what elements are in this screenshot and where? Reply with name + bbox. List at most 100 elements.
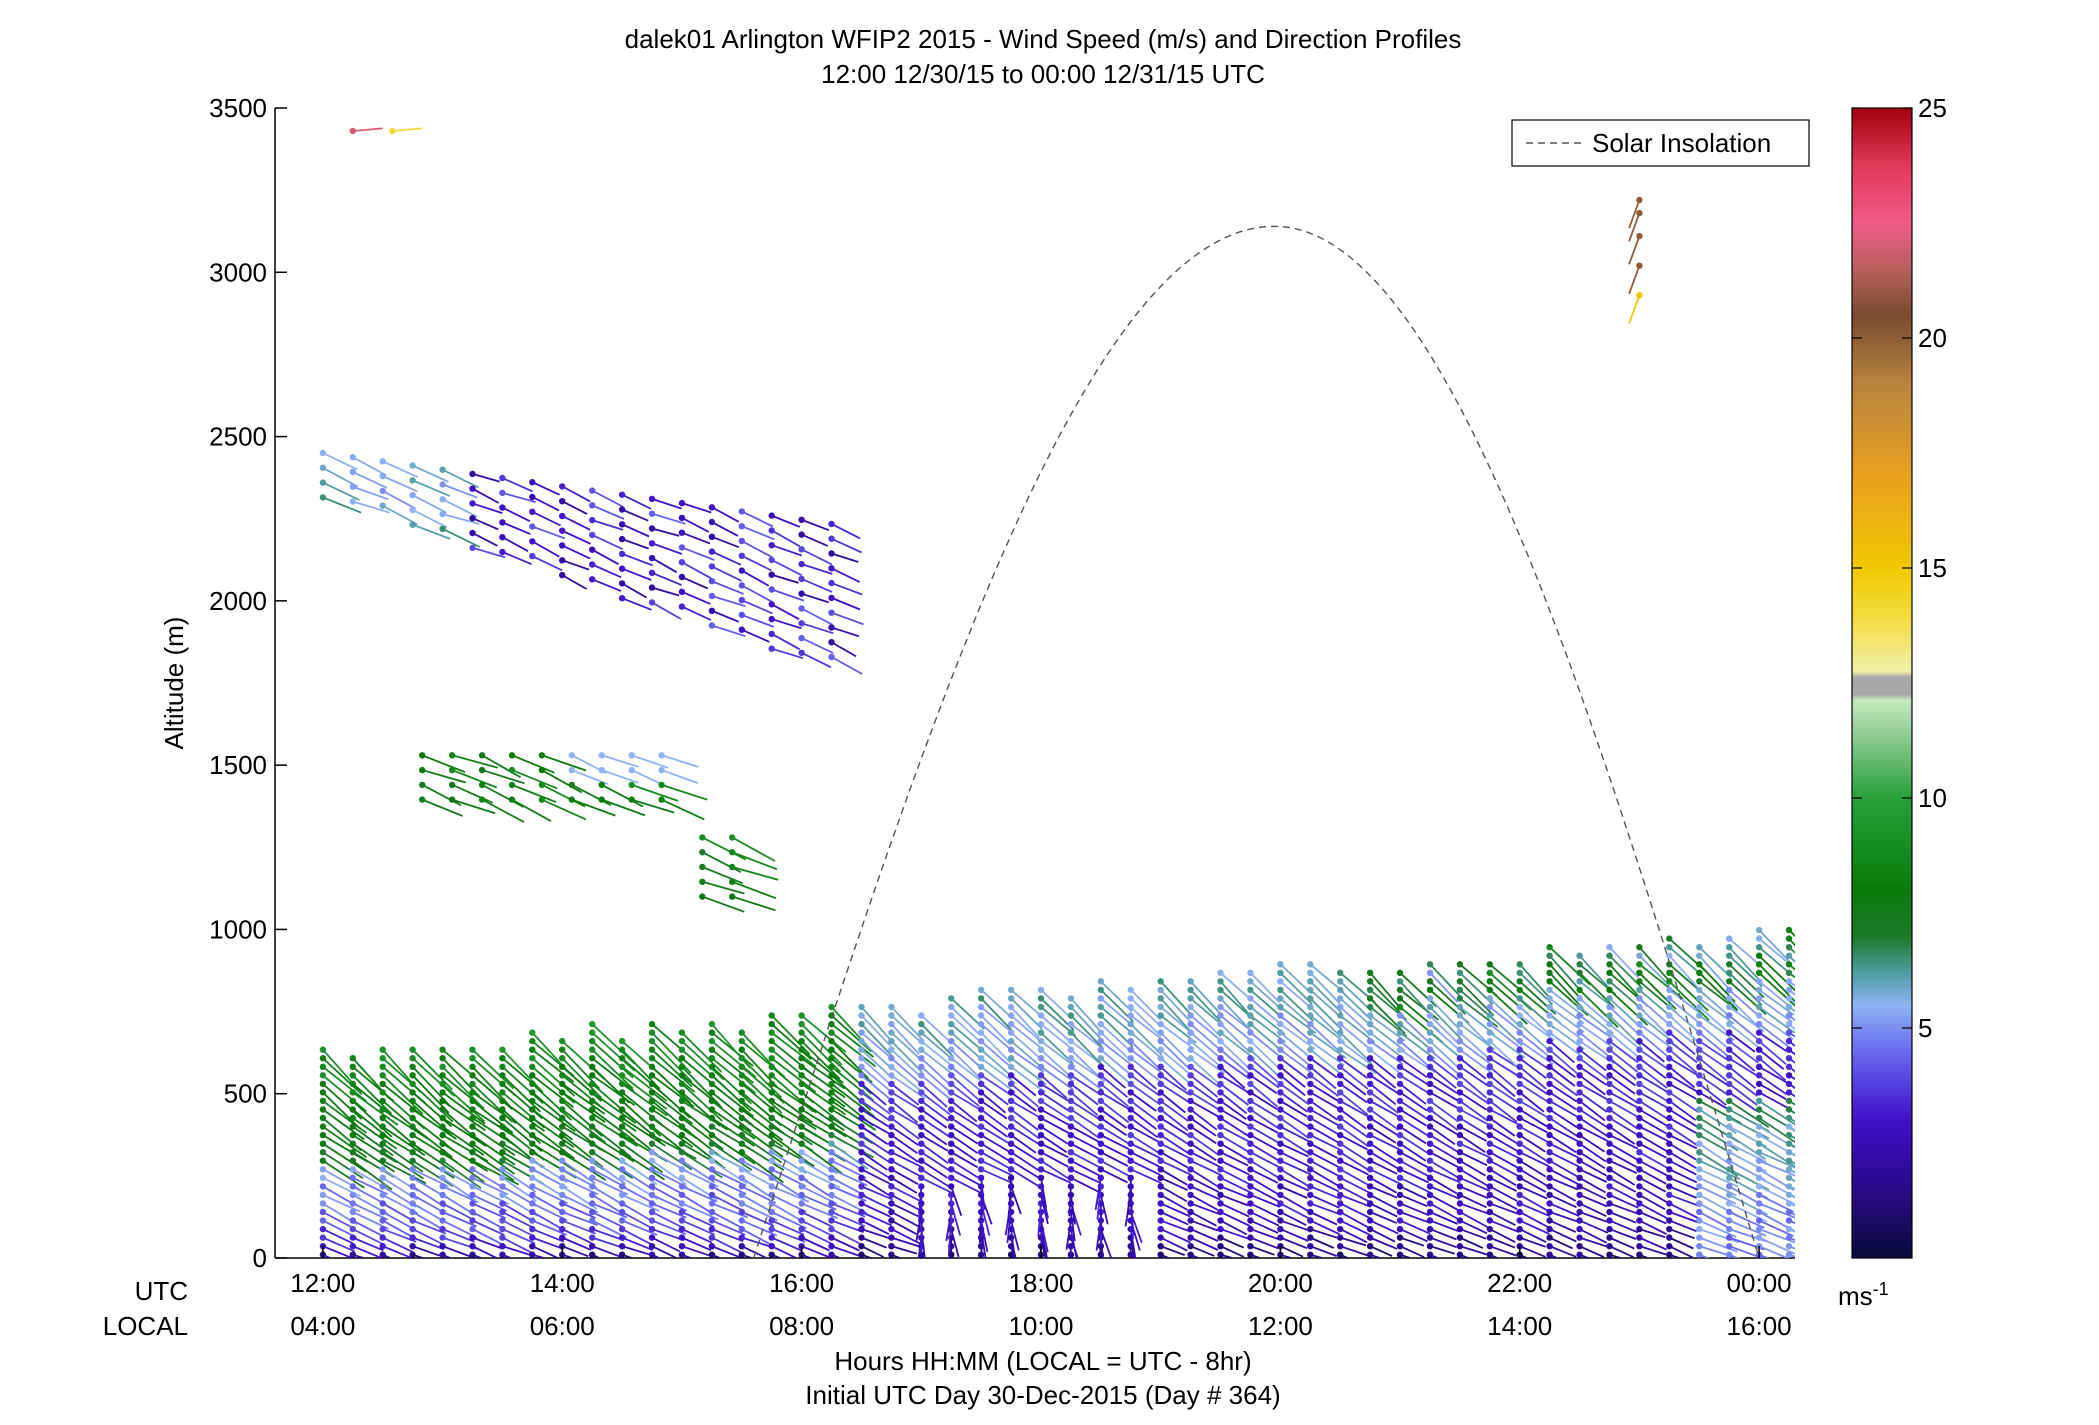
wind-barb-shaft: [1638, 1117, 1667, 1135]
wind-barb-point: [379, 1157, 386, 1164]
wind-barb-shaft: [621, 597, 652, 611]
wind-barb-shaft: [1579, 1159, 1607, 1177]
wind-barb-shaft: [1429, 1091, 1458, 1109]
wind-barb-shaft: [1130, 1083, 1161, 1106]
wind-barb-point: [918, 1140, 925, 1147]
wind-barb-shaft: [382, 1074, 424, 1115]
wind-barb-point: [1247, 1174, 1254, 1182]
wind-barb-shaft: [681, 1151, 723, 1179]
wind-barb-shaft: [651, 1074, 695, 1108]
wind-barb-shaft: [1429, 1236, 1458, 1249]
wind-barb-shaft: [472, 1194, 508, 1212]
wind-barb-shaft: [801, 1014, 847, 1053]
wind-barb-shaft: [651, 498, 682, 510]
wind-barb-shaft: [1698, 1057, 1728, 1082]
wind-barb-point: [589, 1072, 596, 1079]
wind-barb-point: [888, 1029, 895, 1036]
wind-barb-point: [708, 1131, 716, 1139]
wind-barb-shaft: [741, 628, 770, 643]
wind-barb-point: [1426, 1234, 1434, 1241]
wind-barb-point: [1157, 1208, 1164, 1216]
wind-barb-shaft: [1429, 1006, 1462, 1040]
wind-barb-shaft: [382, 1159, 427, 1185]
wind-barb-point: [1247, 1183, 1254, 1190]
wind-barb-point: [439, 1225, 446, 1233]
wind-barb-shaft: [1070, 1006, 1102, 1040]
wind-barb-shaft: [831, 582, 863, 596]
wind-barb-shaft: [1489, 1057, 1520, 1078]
wind-barb-point: [1247, 1123, 1254, 1130]
wind-barb-point: [768, 1234, 775, 1241]
wind-barb-point: [1606, 1080, 1613, 1088]
wind-barb-point: [828, 1114, 835, 1122]
wind-barb-shaft: [1339, 1108, 1367, 1130]
wind-barb-shaft: [890, 1066, 925, 1095]
wind-barb-point: [1396, 1183, 1404, 1190]
wind-barb-point: [1696, 1191, 1703, 1199]
wind-barb-point: [858, 1217, 865, 1224]
wind-barb-shaft: [442, 528, 481, 548]
wind-barb-shaft: [1758, 997, 1793, 1023]
wind-barb-shaft: [1698, 997, 1735, 1025]
wind-barb-point: [1726, 1140, 1733, 1147]
wind-barb-point: [1576, 952, 1583, 959]
wind-barb-shaft: [541, 769, 583, 794]
wind-barb-point: [1516, 995, 1523, 1002]
wind-barb-shaft: [1758, 1091, 1789, 1109]
wind-barb-point: [529, 1166, 536, 1173]
wind-barb-point: [708, 504, 716, 511]
wind-barb-point: [349, 127, 356, 135]
wind-barb-point: [1307, 1055, 1314, 1062]
wind-barb-shaft: [661, 769, 699, 784]
wind-barb-shaft: [1519, 1108, 1547, 1127]
wind-barb-point: [1007, 1072, 1015, 1079]
wind-barb-shaft: [501, 536, 529, 552]
wind-barb-shaft: [1279, 1057, 1309, 1080]
wind-barb-point: [1007, 986, 1015, 994]
wind-barb-shaft: [531, 540, 560, 558]
wind-barb-shaft: [1369, 1253, 1383, 1258]
wind-barb-shaft: [531, 1083, 573, 1121]
wind-barb-shaft: [1040, 1168, 1072, 1184]
wind-barb-point: [1666, 1234, 1673, 1241]
wind-barb-point: [1157, 1243, 1164, 1250]
wind-barb-point: [1666, 1114, 1673, 1122]
wind-barb-shaft: [1459, 1083, 1490, 1105]
wind-barb-point: [439, 510, 446, 518]
wind-barb-point: [738, 1225, 745, 1233]
wind-barb-point: [828, 1234, 835, 1241]
wind-barb-point: [858, 1251, 865, 1258]
wind-barb-point: [1277, 1080, 1284, 1088]
wind-barb-shaft: [1788, 1083, 1795, 1090]
wind-barb-point: [918, 1183, 925, 1190]
wind-barb-point: [858, 1166, 865, 1173]
wind-barb-shaft: [711, 1083, 755, 1118]
wind-barb-shaft: [741, 599, 773, 615]
wind-barb-point: [1785, 1063, 1793, 1071]
wind-barb-point: [499, 519, 506, 526]
wind-barb-point: [618, 1055, 626, 1062]
wind-barb-shaft: [352, 471, 388, 489]
wind-barb-point: [1337, 1114, 1344, 1122]
wind-barb-shaft: [1489, 1151, 1519, 1169]
wind-barb-point: [1456, 1020, 1464, 1028]
wind-barb-shaft: [1040, 1074, 1068, 1099]
wind-barb-shaft: [1548, 972, 1584, 1010]
wind-barb-shaft: [1399, 1219, 1431, 1235]
wind-barb-shaft: [1628, 265, 1641, 295]
wind-barb-shaft: [1459, 1125, 1487, 1142]
wind-barb-point: [1755, 1140, 1763, 1147]
wind-barb-point: [1217, 1149, 1224, 1156]
wind-barb-point: [499, 1123, 506, 1130]
wind-barb-point: [678, 588, 686, 595]
wind-barb-shaft: [890, 1228, 921, 1245]
wind-barb-point: [948, 995, 955, 1002]
wind-barb-shaft: [1519, 1151, 1550, 1168]
wind-barb-point: [738, 1080, 745, 1088]
wind-barb-shaft: [1549, 1049, 1578, 1075]
wind-barb-point: [738, 1200, 745, 1207]
wind-barb-point: [948, 1029, 955, 1036]
wind-barb-point: [618, 1149, 626, 1156]
wind-barb-shaft: [920, 1048, 956, 1077]
wind-barb-point: [589, 1208, 596, 1216]
